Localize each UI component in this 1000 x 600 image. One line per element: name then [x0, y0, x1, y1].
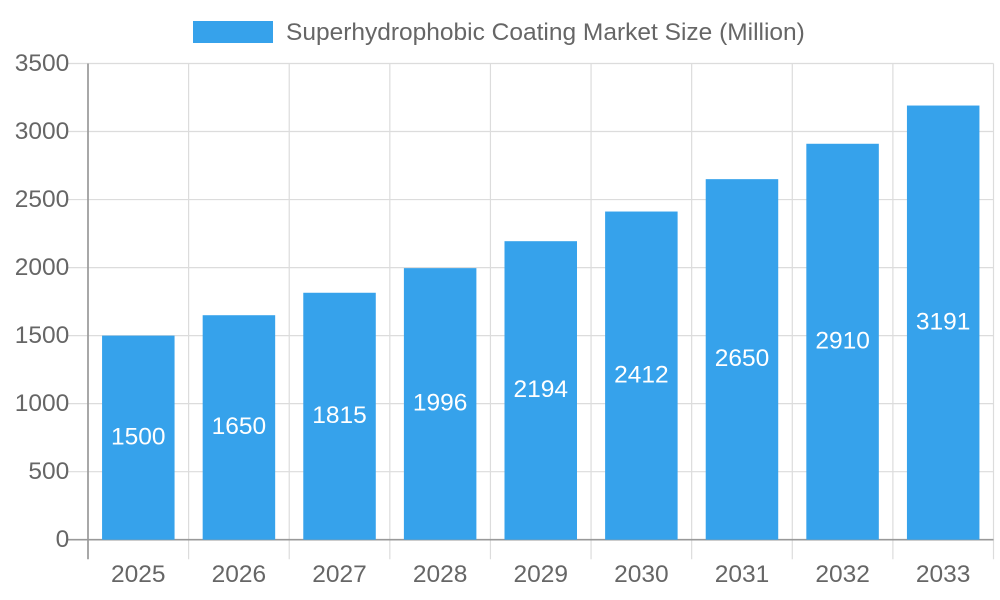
svg-text:1996: 1996 [413, 390, 468, 417]
svg-text:2650: 2650 [715, 345, 770, 372]
svg-text:2032: 2032 [815, 561, 870, 588]
svg-text:3000: 3000 [15, 118, 70, 145]
svg-text:3191: 3191 [916, 308, 971, 335]
svg-text:2194: 2194 [513, 376, 568, 403]
svg-text:1650: 1650 [212, 413, 267, 440]
svg-text:2031: 2031 [715, 561, 770, 588]
svg-text:1500: 1500 [111, 423, 166, 450]
svg-text:Superhydrophobic Coating Marke: Superhydrophobic Coating Market Size (Mi… [286, 19, 805, 46]
svg-text:1000: 1000 [15, 390, 70, 417]
svg-text:0: 0 [56, 526, 70, 553]
svg-text:1500: 1500 [15, 322, 70, 349]
svg-text:2028: 2028 [413, 561, 468, 588]
svg-text:2500: 2500 [15, 186, 70, 213]
svg-text:2910: 2910 [815, 327, 870, 354]
svg-text:2025: 2025 [111, 561, 166, 588]
svg-text:2029: 2029 [513, 561, 568, 588]
svg-text:1815: 1815 [312, 402, 367, 429]
svg-text:2000: 2000 [15, 254, 70, 281]
svg-text:2027: 2027 [312, 561, 367, 588]
svg-text:2030: 2030 [614, 561, 669, 588]
svg-text:2026: 2026 [212, 561, 267, 588]
svg-text:500: 500 [28, 458, 69, 485]
svg-text:3500: 3500 [15, 50, 70, 77]
svg-text:2412: 2412 [614, 361, 669, 388]
svg-text:2033: 2033 [916, 561, 971, 588]
